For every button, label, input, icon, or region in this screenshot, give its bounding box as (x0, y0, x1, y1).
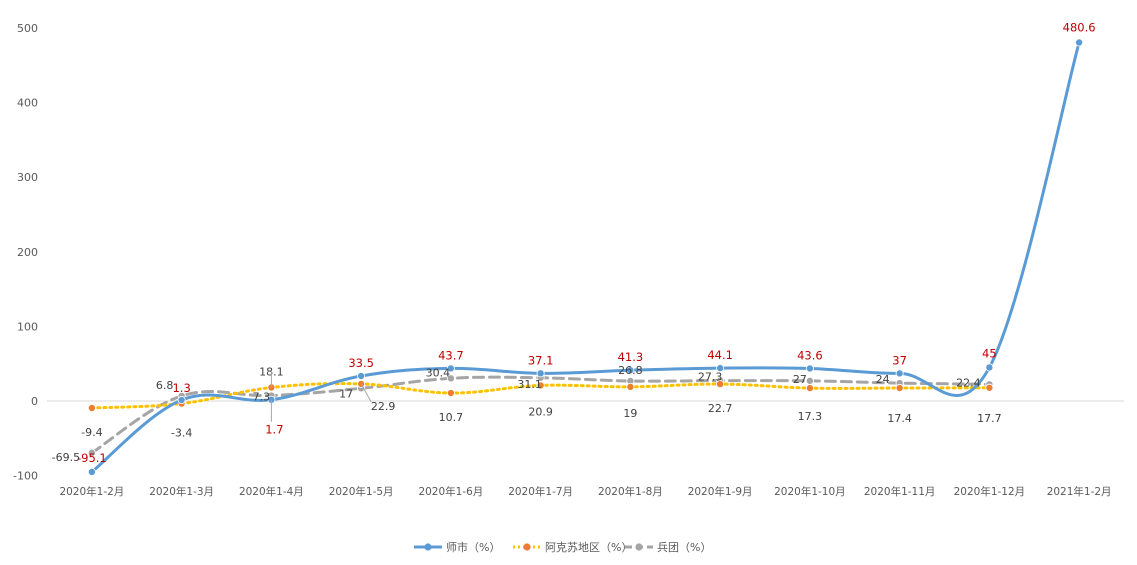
data-label-bingtuan: -69.5 (52, 451, 80, 464)
series-line-shishi (90, 40, 1081, 474)
data-point-shishi (177, 396, 186, 405)
label-leader-line (360, 383, 372, 403)
legend-item-bingtuan[interactable]: 兵团（%） (625, 541, 711, 554)
data-label-akesu: 20.9 (528, 405, 553, 418)
data-label-bingtuan: 27 (793, 373, 807, 386)
data-label-bingtuan: 26.8 (618, 364, 643, 377)
y-tick-label: 300 (17, 171, 38, 184)
data-label-shishi: 480.6 (1063, 20, 1096, 34)
data-label-shishi: 1.7 (265, 423, 283, 437)
series-layer (87, 38, 1084, 476)
legend-swatch-marker (424, 543, 432, 551)
legend-label: 师市（%） (446, 540, 500, 554)
x-tick-label: 2020年1-4月 (239, 485, 304, 498)
data-point-akesu (716, 380, 725, 389)
legend-item-akesu[interactable]: 阿克苏地区（%） (513, 541, 632, 554)
data-label-shishi: 43.7 (438, 348, 464, 362)
y-tick-label: 400 (17, 97, 38, 110)
data-label-bingtuan: 17 (339, 387, 353, 400)
legend[interactable]: 师市（%） 阿克苏地区（%） 兵团（%） (414, 540, 711, 554)
data-label-akesu: 22.7 (708, 402, 733, 415)
data-point-shishi (1075, 38, 1084, 47)
data-point-shishi (357, 372, 366, 381)
x-tick-label: 2021年1-2月 (1047, 485, 1112, 498)
data-label-akesu: 19 (623, 407, 637, 420)
data-label-akesu: 22.9 (371, 400, 396, 413)
data-label-bingtuan: 31.1 (517, 378, 542, 391)
x-tick-label: 2020年1-11月 (864, 485, 936, 498)
x-tick-label: 2020年1-12月 (954, 485, 1026, 498)
data-point-bingtuan (446, 374, 455, 383)
data-point-bingtuan (87, 448, 96, 457)
y-tick-label: -100 (13, 470, 38, 483)
data-label-akesu: 17.3 (798, 410, 823, 423)
data-point-shishi (536, 369, 545, 378)
x-tick-label: 2020年1-8月 (598, 485, 663, 498)
data-label-akesu: 17.7 (977, 412, 1002, 425)
data-label-shishi: -95.1 (77, 451, 107, 465)
x-tick-label: 2020年1-3月 (149, 485, 214, 498)
data-label-shishi: 33.5 (348, 356, 374, 370)
data-label-bingtuan: 27.3 (698, 371, 723, 384)
data-point-shishi (985, 363, 994, 372)
x-tick-label: 2020年1-9月 (688, 485, 753, 498)
data-label-bingtuan: 30.4 (426, 366, 451, 379)
data-label-akesu: -3.4 (171, 427, 192, 440)
data-point-shishi (87, 467, 96, 476)
x-axis: 2020年1-2月 2020年1-3月 2020年1-4月 2020年1-5月 2020… (47, 400, 1124, 498)
data-label-akesu: 17.4 (887, 412, 912, 425)
data-point-akesu (805, 384, 814, 393)
legend-swatch-marker (523, 543, 531, 551)
data-label-shishi: 1.3 (172, 381, 190, 395)
data-label-shishi: 37.1 (528, 353, 554, 367)
data-point-akesu (895, 384, 904, 393)
legend-item-shishi[interactable]: 师市（%） (414, 540, 500, 554)
data-point-shishi (716, 364, 725, 373)
x-tick-label: 2020年1-7月 (508, 485, 573, 498)
data-point-shishi (895, 369, 904, 378)
data-label-bingtuan: 22.4 (956, 376, 981, 389)
data-point-akesu (985, 383, 994, 392)
legend-label: 兵团（%） (657, 541, 711, 554)
legend-swatch-marker (635, 543, 643, 551)
y-tick-label: 200 (17, 246, 38, 259)
data-label-bingtuan: 6.8 (156, 379, 174, 392)
data-label-shishi: 37 (892, 353, 907, 367)
data-point-shishi (446, 364, 455, 373)
y-tick-label: 100 (17, 320, 38, 333)
data-point-akesu (446, 389, 455, 398)
data-point-akesu (87, 404, 96, 413)
x-tick-label: 2020年1-10月 (774, 485, 846, 498)
data-label-bingtuan: 24 (876, 373, 890, 386)
y-axis: -100 0 100 200 300 400 500 (13, 22, 38, 483)
y-tick-label: 500 (17, 22, 38, 35)
legend-label: 阿克苏地区（%） (545, 541, 632, 554)
data-point-shishi (805, 364, 814, 373)
data-labels: -95.1 1.3 1.7 33.5 43.7 37.1 41.3 44.1 43.6 37 45 4… (52, 20, 1096, 464)
data-point-akesu (626, 382, 635, 391)
data-label-shishi: 41.3 (618, 350, 644, 364)
data-label-shishi: 43.6 (797, 348, 823, 362)
data-label-shishi: 45 (982, 346, 997, 360)
data-point-akesu (536, 381, 545, 390)
x-tick-label: 2020年1-6月 (418, 485, 483, 498)
data-label-akesu: -9.4 (81, 426, 102, 439)
data-label-shishi: 44.1 (707, 348, 733, 362)
data-label-bingtuan: 7.3 (253, 391, 271, 404)
data-point-bingtuan (805, 376, 814, 385)
data-label-akesu: 10.7 (439, 411, 464, 424)
x-tick-label: 2020年1-2月 (59, 485, 124, 498)
data-point-shishi (626, 366, 635, 375)
x-tick-label: 2020年1-5月 (329, 485, 394, 498)
y-tick-label: 0 (31, 395, 38, 408)
